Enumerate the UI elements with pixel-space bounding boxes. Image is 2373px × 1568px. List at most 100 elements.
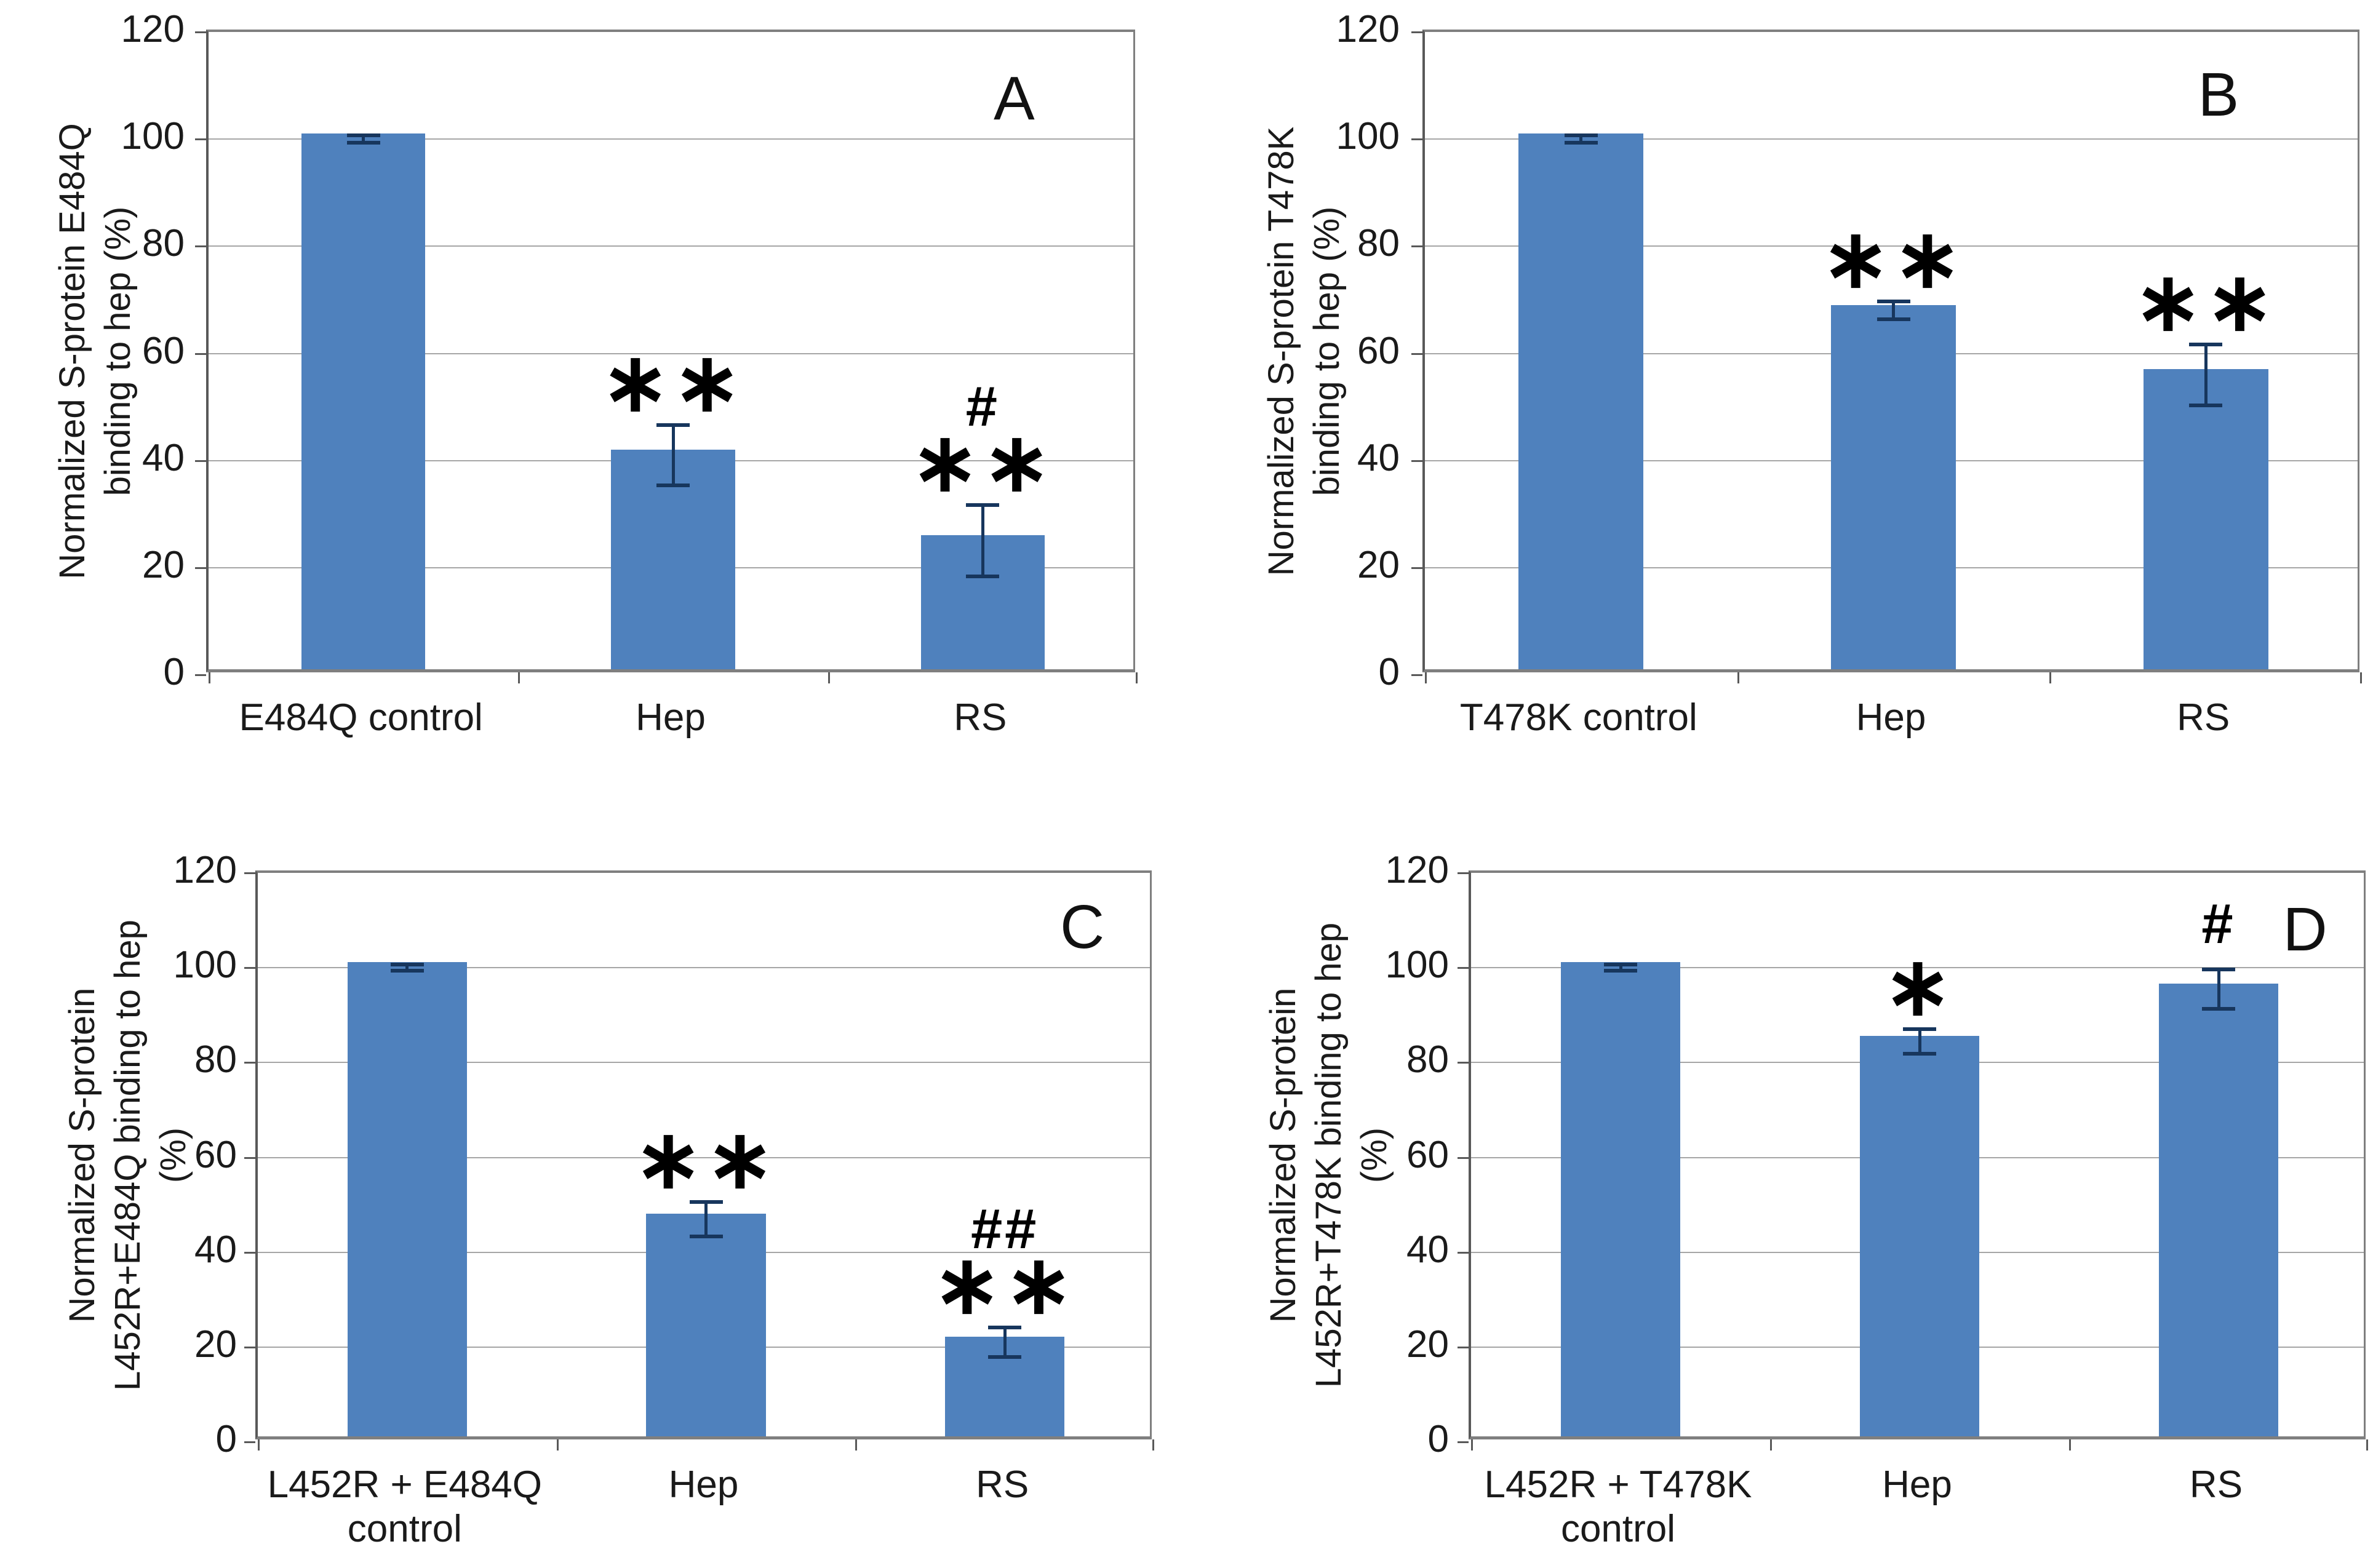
hash-significance-marker: ## bbox=[970, 1198, 1039, 1261]
x-axis-tick bbox=[1737, 672, 1739, 683]
y-axis-tick-label: 60 bbox=[194, 1133, 237, 1176]
bar-hep bbox=[646, 1213, 766, 1436]
gridline-100 bbox=[1471, 967, 2364, 969]
error-bar bbox=[1892, 300, 1895, 322]
y-axis-tick-label: 0 bbox=[215, 1418, 237, 1460]
gridline-100 bbox=[1425, 138, 2358, 140]
y-axis-tick bbox=[244, 872, 255, 874]
bar-l452r-+-e484q-control bbox=[347, 962, 467, 1436]
y-axis-tick bbox=[195, 352, 206, 355]
error-bar-cap bbox=[1564, 133, 1598, 138]
x-category-label: RS bbox=[976, 1463, 1029, 1506]
y-axis-tick-label: 40 bbox=[194, 1228, 237, 1271]
asterisk-significance-marker: ∗∗ bbox=[634, 1113, 778, 1204]
x-category-label: Hep bbox=[1882, 1463, 1952, 1506]
y-axis-title-line: Normalized S-protein bbox=[1263, 987, 1303, 1323]
y-axis-tick bbox=[244, 1062, 255, 1064]
y-axis-tick bbox=[1411, 460, 1422, 462]
panel-letter-A: A bbox=[993, 64, 1035, 133]
x-category-label: T478K control bbox=[1459, 696, 1697, 739]
y-axis-title-line: (%) bbox=[153, 1127, 193, 1183]
error-bar-cap bbox=[346, 140, 380, 145]
error-bar bbox=[1918, 1027, 1921, 1056]
gridline-80 bbox=[1425, 245, 2358, 247]
asterisk-significance-marker: ∗∗ bbox=[911, 417, 1055, 508]
significance-annotation: # ∗∗ bbox=[828, 377, 1138, 508]
y-axis-tick-label: 100 bbox=[173, 944, 237, 987]
y-axis-tick bbox=[1411, 245, 1422, 248]
error-bar bbox=[704, 1200, 708, 1238]
y-axis-tick bbox=[1458, 1156, 1469, 1159]
significance-annotation: ∗∗ bbox=[557, 1113, 856, 1204]
bar-hep bbox=[1830, 304, 1956, 669]
error-bar-cap bbox=[1564, 140, 1598, 145]
error-bar-cap bbox=[966, 503, 1000, 507]
error-bar-cap bbox=[346, 133, 380, 138]
y-axis-tick bbox=[1458, 1346, 1469, 1348]
error-bar bbox=[1619, 963, 1622, 973]
gridline-100 bbox=[258, 967, 1150, 969]
y-axis-tick-label: 40 bbox=[142, 436, 185, 479]
y-axis-tick-label: 0 bbox=[1427, 1418, 1449, 1460]
y-axis-tick-label: 0 bbox=[1378, 651, 1400, 693]
y-axis-tick-label: 20 bbox=[1406, 1323, 1449, 1366]
error-bar bbox=[2217, 968, 2220, 1011]
significance-annotation: ∗ bbox=[1770, 941, 2069, 1032]
y-axis-title-line: Normalized S-protein bbox=[62, 987, 102, 1323]
y-axis-title-line: binding to hep (%) bbox=[98, 206, 138, 496]
x-axis-tick bbox=[1152, 1439, 1154, 1451]
y-axis-tick bbox=[244, 967, 255, 969]
bar-hep bbox=[1859, 1035, 1980, 1436]
panel-letter-B: B bbox=[2198, 60, 2239, 129]
panel-letter-D: D bbox=[2283, 895, 2327, 964]
error-bar-cap bbox=[1903, 1051, 1936, 1056]
y-axis-tick bbox=[195, 674, 206, 676]
x-category-label: L452R + T478K control bbox=[1484, 1463, 1752, 1550]
significance-annotation: ∗∗ bbox=[518, 336, 828, 428]
x-axis-tick bbox=[556, 1439, 559, 1451]
y-axis-tick bbox=[244, 1251, 255, 1254]
y-axis-title-wrap: Normalized S-protein T478K binding to hep… bbox=[1234, 30, 1375, 672]
error-bar-cap bbox=[656, 423, 690, 427]
y-axis-tick bbox=[1458, 872, 1469, 874]
error-bar-cap bbox=[1604, 963, 1637, 967]
error-bar-cap bbox=[1876, 300, 1910, 304]
asterisk-significance-marker: ∗ bbox=[1883, 941, 1956, 1032]
y-axis-tick bbox=[1411, 674, 1422, 676]
y-axis-tick-label: 60 bbox=[142, 329, 185, 372]
y-axis-tick-label: 40 bbox=[1357, 436, 1400, 479]
y-axis-title: Normalized S-protein E484Q binding to hep… bbox=[50, 123, 141, 579]
asterisk-significance-marker: ∗∗ bbox=[933, 1240, 1077, 1331]
x-axis-tick bbox=[209, 672, 210, 683]
gridline-80 bbox=[209, 245, 1133, 247]
gridline-100 bbox=[209, 138, 1133, 140]
y-axis-tick-label: 20 bbox=[1357, 543, 1400, 586]
plot-area-panel-C: ∗∗ ## ∗∗ C bbox=[244, 870, 1154, 1451]
y-axis-tick bbox=[195, 245, 206, 248]
error-bar-cap bbox=[2189, 343, 2223, 347]
x-category-label: RS bbox=[2189, 1463, 2243, 1506]
y-axis-tick bbox=[244, 1346, 255, 1348]
x-axis-tick bbox=[1471, 1439, 1473, 1451]
y-axis-tick-label: 40 bbox=[1406, 1228, 1449, 1271]
y-axis-title: Normalized S-protein L452R+E484Q binding … bbox=[60, 920, 196, 1391]
x-axis-tick bbox=[258, 1439, 260, 1451]
asterisk-significance-marker: ∗∗ bbox=[601, 336, 745, 428]
significance-annotation: # bbox=[2069, 894, 2368, 953]
significance-annotation: ∗∗ bbox=[2049, 261, 2362, 343]
y-axis-title-wrap: Normalized S-protein L452R+E484Q binding … bbox=[30, 870, 226, 1439]
y-axis-tick-label: 120 bbox=[121, 8, 185, 50]
gridline-60 bbox=[209, 352, 1133, 354]
significance-annotation: ∗∗ bbox=[1737, 213, 2050, 304]
x-category-label: Hep bbox=[1856, 696, 1926, 739]
y-axis-tick bbox=[1411, 31, 1422, 33]
error-bar-cap bbox=[390, 968, 424, 973]
y-axis-title-line: binding to hep (%) bbox=[1307, 206, 1347, 496]
y-axis-title-line: L452R+T478K binding to hep bbox=[1309, 922, 1349, 1388]
significance-annotation: ## ∗∗ bbox=[855, 1198, 1154, 1331]
error-bar-cap bbox=[656, 484, 690, 488]
error-bar-cap bbox=[1903, 1027, 1936, 1031]
bar-l452r-+-t478k-control bbox=[1560, 962, 1681, 1436]
asterisk-significance-marker: ∗∗ bbox=[1821, 213, 1966, 304]
